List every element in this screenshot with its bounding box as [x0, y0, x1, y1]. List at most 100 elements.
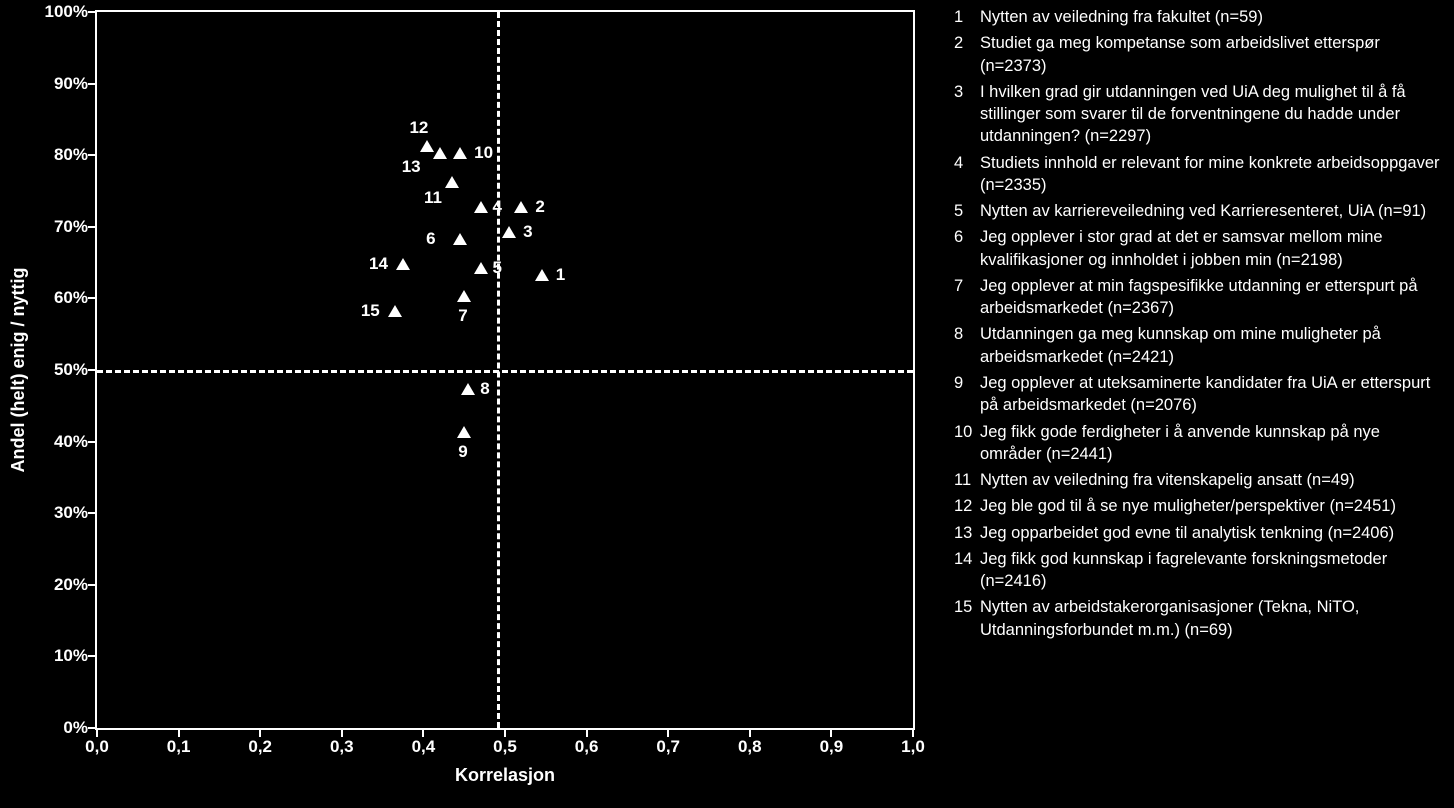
x-tick-mark [830, 730, 832, 737]
x-tick-label: 0,3 [322, 737, 362, 757]
y-tick-mark [88, 369, 95, 371]
y-tick-mark [88, 297, 95, 299]
x-tick-label: 1,0 [893, 737, 933, 757]
y-tick-label: 60% [40, 288, 88, 308]
legend-item-text: Jeg opplever i stor grad at det er samsv… [980, 226, 1442, 271]
y-tick-label: 40% [40, 432, 88, 452]
y-tick-mark [88, 11, 95, 13]
data-point-label: 5 [493, 258, 502, 278]
y-tick-mark [88, 584, 95, 586]
y-tick-label: 70% [40, 217, 88, 237]
x-tick-label: 0,9 [811, 737, 851, 757]
data-point-label: 15 [361, 301, 380, 321]
legend-item-number: 14 [954, 548, 980, 593]
legend-item-text: Studiet ga meg kompetanse som arbeidsliv… [980, 32, 1442, 77]
data-point-label: 14 [369, 254, 388, 274]
x-tick-mark [422, 730, 424, 737]
y-tick-label: 50% [40, 360, 88, 380]
legend-item: 13Jeg opparbeidet god evne til analytisk… [954, 522, 1442, 544]
y-tick-label: 100% [40, 2, 88, 22]
legend-item: 5Nytten av karriereveiledning ved Karrie… [954, 200, 1442, 222]
y-tick-label: 0% [40, 718, 88, 738]
x-tick-label: 0,2 [240, 737, 280, 757]
data-point-label: 6 [426, 229, 435, 249]
legend-item-number: 8 [954, 323, 980, 368]
data-point-label: 1 [556, 265, 565, 285]
legend-item: 3I hvilken grad gir utdanningen ved UiA … [954, 81, 1442, 148]
plot-area: 123456789101112131415 [95, 10, 915, 730]
x-axis-title: Korrelasjon [95, 765, 915, 786]
legend-item-number: 10 [954, 421, 980, 466]
data-point-2 [514, 201, 528, 213]
x-tick-mark [178, 730, 180, 737]
legend-item: 8Utdanningen ga meg kunnskap om mine mul… [954, 323, 1442, 368]
legend-item-text: Nytten av karriereveiledning ved Karrier… [980, 200, 1442, 222]
x-tick-mark [504, 730, 506, 737]
legend-item-number: 15 [954, 596, 980, 641]
legend-item-text: Nytten av arbeidstakerorganisasjoner (Te… [980, 596, 1442, 641]
x-tick-label: 0,6 [567, 737, 607, 757]
x-tick-label: 0,8 [730, 737, 770, 757]
legend-item-text: Jeg fikk god kunnskap i fagrelevante for… [980, 548, 1442, 593]
data-point-11 [445, 176, 459, 188]
y-tick-label: 20% [40, 575, 88, 595]
x-tick-mark [912, 730, 914, 737]
y-tick-mark [88, 226, 95, 228]
legend-item-number: 7 [954, 275, 980, 320]
scatter-chart: Andel (helt) enig / nyttig Korrelasjon 1… [0, 0, 950, 808]
data-point-label: 7 [458, 306, 467, 326]
legend-item-number: 11 [954, 469, 980, 491]
legend-item-number: 12 [954, 495, 980, 517]
legend-item-number: 2 [954, 32, 980, 77]
legend-item-number: 5 [954, 200, 980, 222]
legend-item: 10Jeg fikk gode ferdigheter i å anvende … [954, 421, 1442, 466]
data-point-5 [474, 262, 488, 274]
y-axis-title: Andel (helt) enig / nyttig [8, 268, 29, 473]
data-point-3 [502, 226, 516, 238]
data-point-label: 13 [402, 157, 421, 177]
data-point-7 [457, 290, 471, 302]
y-tick-label: 90% [40, 74, 88, 94]
data-point-9 [457, 426, 471, 438]
legend-item-text: Jeg opplever at uteksaminerte kandidater… [980, 372, 1442, 417]
ref-line-horizontal [97, 370, 913, 373]
x-tick-mark [341, 730, 343, 737]
data-point-label: 2 [535, 197, 544, 217]
x-tick-mark [96, 730, 98, 737]
data-point-label: 10 [474, 143, 493, 163]
y-tick-mark [88, 83, 95, 85]
x-tick-label: 0,1 [159, 737, 199, 757]
legend-item-number: 6 [954, 226, 980, 271]
x-tick-mark [259, 730, 261, 737]
x-tick-label: 0,7 [648, 737, 688, 757]
legend-item-text: Nytten av veiledning fra vitenskapelig a… [980, 469, 1442, 491]
ref-line-vertical [497, 12, 500, 728]
y-tick-mark [88, 512, 95, 514]
legend-item: 15Nytten av arbeidstakerorganisasjoner (… [954, 596, 1442, 641]
legend-item: 14Jeg fikk god kunnskap i fagrelevante f… [954, 548, 1442, 593]
y-tick-mark [88, 655, 95, 657]
x-tick-mark [749, 730, 751, 737]
legend-item-text: Jeg ble god til å se nye muligheter/pers… [980, 495, 1442, 517]
data-point-8 [461, 383, 475, 395]
data-point-10 [453, 147, 467, 159]
y-tick-label: 30% [40, 503, 88, 523]
data-point-1 [535, 269, 549, 281]
legend-item: 4Studiets innhold er relevant for mine k… [954, 152, 1442, 197]
legend-item: 9Jeg opplever at uteksaminerte kandidate… [954, 372, 1442, 417]
legend-item: 1Nytten av veiledning fra fakultet (n=59… [954, 6, 1442, 28]
legend-item: 6Jeg opplever i stor grad at det er sams… [954, 226, 1442, 271]
y-tick-mark [88, 727, 95, 729]
data-point-14 [396, 258, 410, 270]
x-tick-mark [667, 730, 669, 737]
data-point-label: 3 [523, 222, 532, 242]
legend-item-text: Studiets innhold er relevant for mine ko… [980, 152, 1442, 197]
legend-item: 7Jeg opplever at min fagspesifikke utdan… [954, 275, 1442, 320]
legend-item-number: 13 [954, 522, 980, 544]
chart-container: Andel (helt) enig / nyttig Korrelasjon 1… [0, 0, 1454, 808]
legend: 1Nytten av veiledning fra fakultet (n=59… [950, 0, 1454, 808]
legend-item-number: 9 [954, 372, 980, 417]
y-tick-mark [88, 441, 95, 443]
data-point-label: 12 [409, 118, 428, 138]
data-point-label: 9 [458, 442, 467, 462]
